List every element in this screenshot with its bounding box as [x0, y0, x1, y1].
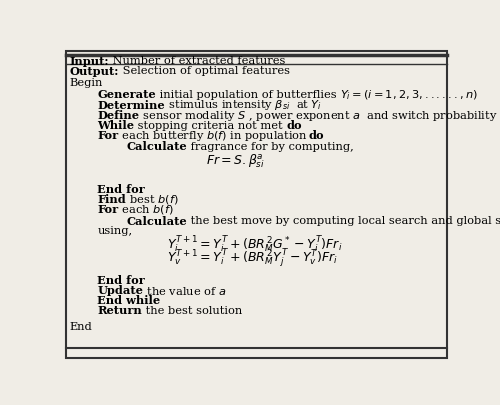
Text: fragrance for by computing,: fragrance for by computing, [187, 142, 354, 152]
Text: Calculate: Calculate [126, 215, 187, 226]
Text: Calculate: Calculate [126, 141, 187, 152]
Text: each butterfly $b(f)$ in population: each butterfly $b(f)$ in population [118, 129, 308, 143]
Text: Selection of optimal features: Selection of optimal features [119, 66, 290, 76]
Text: sensor modality $S$ , power exponent $a$  and switch probability: sensor modality $S$ , power exponent $a$… [140, 109, 498, 123]
Text: initial population of butterflies: initial population of butterflies [156, 90, 340, 100]
Text: Number of extracted features: Number of extracted features [109, 56, 286, 66]
Text: End for: End for [98, 275, 145, 286]
Text: using,: using, [98, 226, 132, 236]
Text: $Y_v^{T+1} = Y_i^{T} + (BR_M^{\,2}Y_j^{T} - Y_v^{T})Fr_i$: $Y_v^{T+1} = Y_i^{T} + (BR_M^{\,2}Y_j^{T… [167, 248, 338, 270]
Text: the best move by computing local search and global search by: the best move by computing local search … [187, 216, 500, 226]
Text: Find: Find [98, 194, 126, 205]
Text: $Fr = S.\beta_{si}^{a}$: $Fr = S.\beta_{si}^{a}$ [206, 153, 265, 170]
Text: do: do [308, 130, 324, 141]
Text: Generate: Generate [98, 89, 156, 100]
Text: Determine: Determine [98, 100, 165, 111]
Text: Output:: Output: [70, 66, 119, 77]
Text: While: While [98, 120, 134, 132]
Text: End for: End for [98, 184, 145, 195]
Text: Return: Return [98, 305, 142, 316]
Text: best $b(f)$: best $b(f)$ [126, 193, 179, 206]
Text: End: End [70, 322, 92, 332]
Text: stimulus intensity $\beta_{si}$  at $Y_i$: stimulus intensity $\beta_{si}$ at $Y_i$ [165, 98, 322, 112]
Text: $Y_i = (i =1,2,3,......,n)$: $Y_i = (i =1,2,3,......,n)$ [340, 88, 478, 102]
Text: the value of $a$: the value of $a$ [144, 285, 226, 297]
Text: $Y_i^{T+1} = Y_i^{T} + (BR_M^{\,2}G^* - Y_i^{T})Fr_i$: $Y_i^{T+1} = Y_i^{T} + (BR_M^{\,2}G^* - … [167, 235, 342, 255]
Text: stopping criteria not met: stopping criteria not met [134, 121, 286, 131]
Text: Define: Define [98, 111, 140, 122]
Text: the best solution: the best solution [142, 306, 242, 316]
Text: each $b(f)$: each $b(f)$ [118, 203, 174, 216]
Text: Update: Update [98, 286, 144, 296]
Text: For: For [98, 130, 118, 141]
Text: do: do [286, 120, 302, 132]
Text: Begin: Begin [70, 78, 103, 88]
Text: End while: End while [98, 295, 160, 307]
Text: Input:: Input: [70, 55, 109, 66]
Text: For: For [98, 204, 118, 215]
